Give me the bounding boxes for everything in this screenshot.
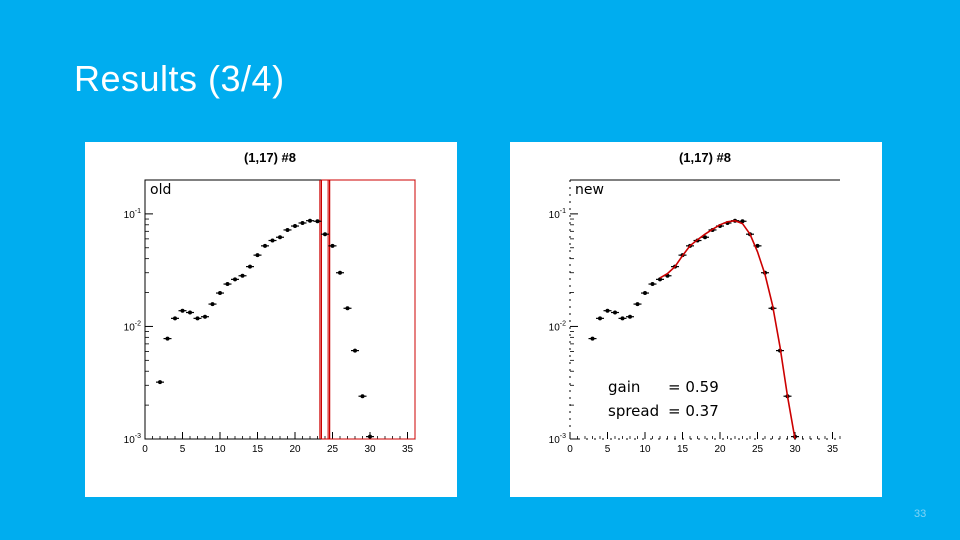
data-point [285,227,290,232]
y-tick-label: 10-1 [124,208,141,221]
slide-title: Results (3/4) [74,58,285,99]
data-point [330,243,335,248]
chart-panel-new: (1,17) #8 0 5 10 15 20 25 30 35 10-3 10-2 10-1 new ga… [510,142,882,497]
data-point [203,314,207,319]
data-point [195,316,200,321]
chart-new-svg: (1,17) #8 0 5 10 15 20 25 30 35 10-3 10-2 10-1 new ga… [549,150,841,455]
data-point [158,380,162,385]
data-point [323,232,327,237]
data-point [740,219,745,224]
x-tick-label: 5 [605,444,611,455]
data-point [240,273,245,278]
y-tick-label: 10-3 [124,433,141,446]
x-tick-label: 20 [714,444,726,455]
chart-title: (1,17) #8 [679,150,731,165]
data-point [210,302,215,307]
x-tick-label: 5 [180,444,186,455]
data-point [300,220,305,225]
data-point [270,238,275,243]
data-point [233,277,237,282]
x-tick-label: 30 [364,444,376,455]
data-point [353,348,357,353]
x-tick-label: 10 [639,444,651,455]
x-tick-label: 15 [252,444,264,455]
chart-title: (1,17) #8 [244,150,296,165]
data-point [620,316,625,321]
data-point [628,314,632,319]
data-point [368,434,372,439]
stat-value: = 0.37 [668,402,719,420]
data-point [315,219,320,224]
data-point [613,310,617,315]
x-tick-label: 30 [789,444,801,455]
x-tick-label: 15 [677,444,689,455]
chart-old-svg: (1,17) #8 0 5 10 15 20 25 30 35 10-3 10-2 10-1 old [124,150,416,455]
data-point [345,306,350,311]
y-tick-label: 10-1 [549,208,566,221]
fit-curve [659,219,796,440]
x-tick-label: 35 [402,444,414,455]
data-point [338,270,342,275]
y-tick-label: 10-3 [549,433,566,446]
plot-frame [144,179,416,440]
stat-label: spread [608,402,659,420]
x-tick-label: 35 [827,444,839,455]
data-point [165,336,170,341]
y-tick-label: 10-2 [124,320,141,333]
data-point [635,302,640,307]
chart-panel-old: (1,17) #8 0 5 10 15 20 25 30 35 10-3 10-2 10-1 old [85,142,457,497]
x-tick-label: 0 [567,444,573,455]
data-point [293,224,297,229]
data-point [278,235,282,240]
stat-label: gain [608,378,640,396]
x-tick-label: 25 [752,444,764,455]
data-point [755,243,760,248]
data-point [658,277,662,282]
chart-annotation: new [575,182,604,198]
x-tick-label: 25 [327,444,339,455]
data-point [180,308,185,313]
x-tick-label: 0 [142,444,148,455]
data-point [590,336,595,341]
data-point [263,243,267,248]
data-point [643,291,647,296]
data-point [703,235,707,240]
y-tick-label: 10-2 [549,320,566,333]
chart-annotation: old [150,182,171,198]
data-point [225,282,230,287]
page-number: 33 [914,508,927,520]
x-tick-label: 20 [289,444,301,455]
stat-value: = 0.59 [668,378,719,396]
data-point [360,394,365,399]
data-point [218,291,222,296]
data-point [173,316,177,321]
x-tick-label: 10 [214,444,226,455]
data-point [188,310,192,315]
data-point [598,316,602,321]
data-point [308,218,312,223]
data-point [255,253,260,258]
data-point [650,282,655,287]
data-point [605,308,610,313]
data-point [248,264,252,269]
